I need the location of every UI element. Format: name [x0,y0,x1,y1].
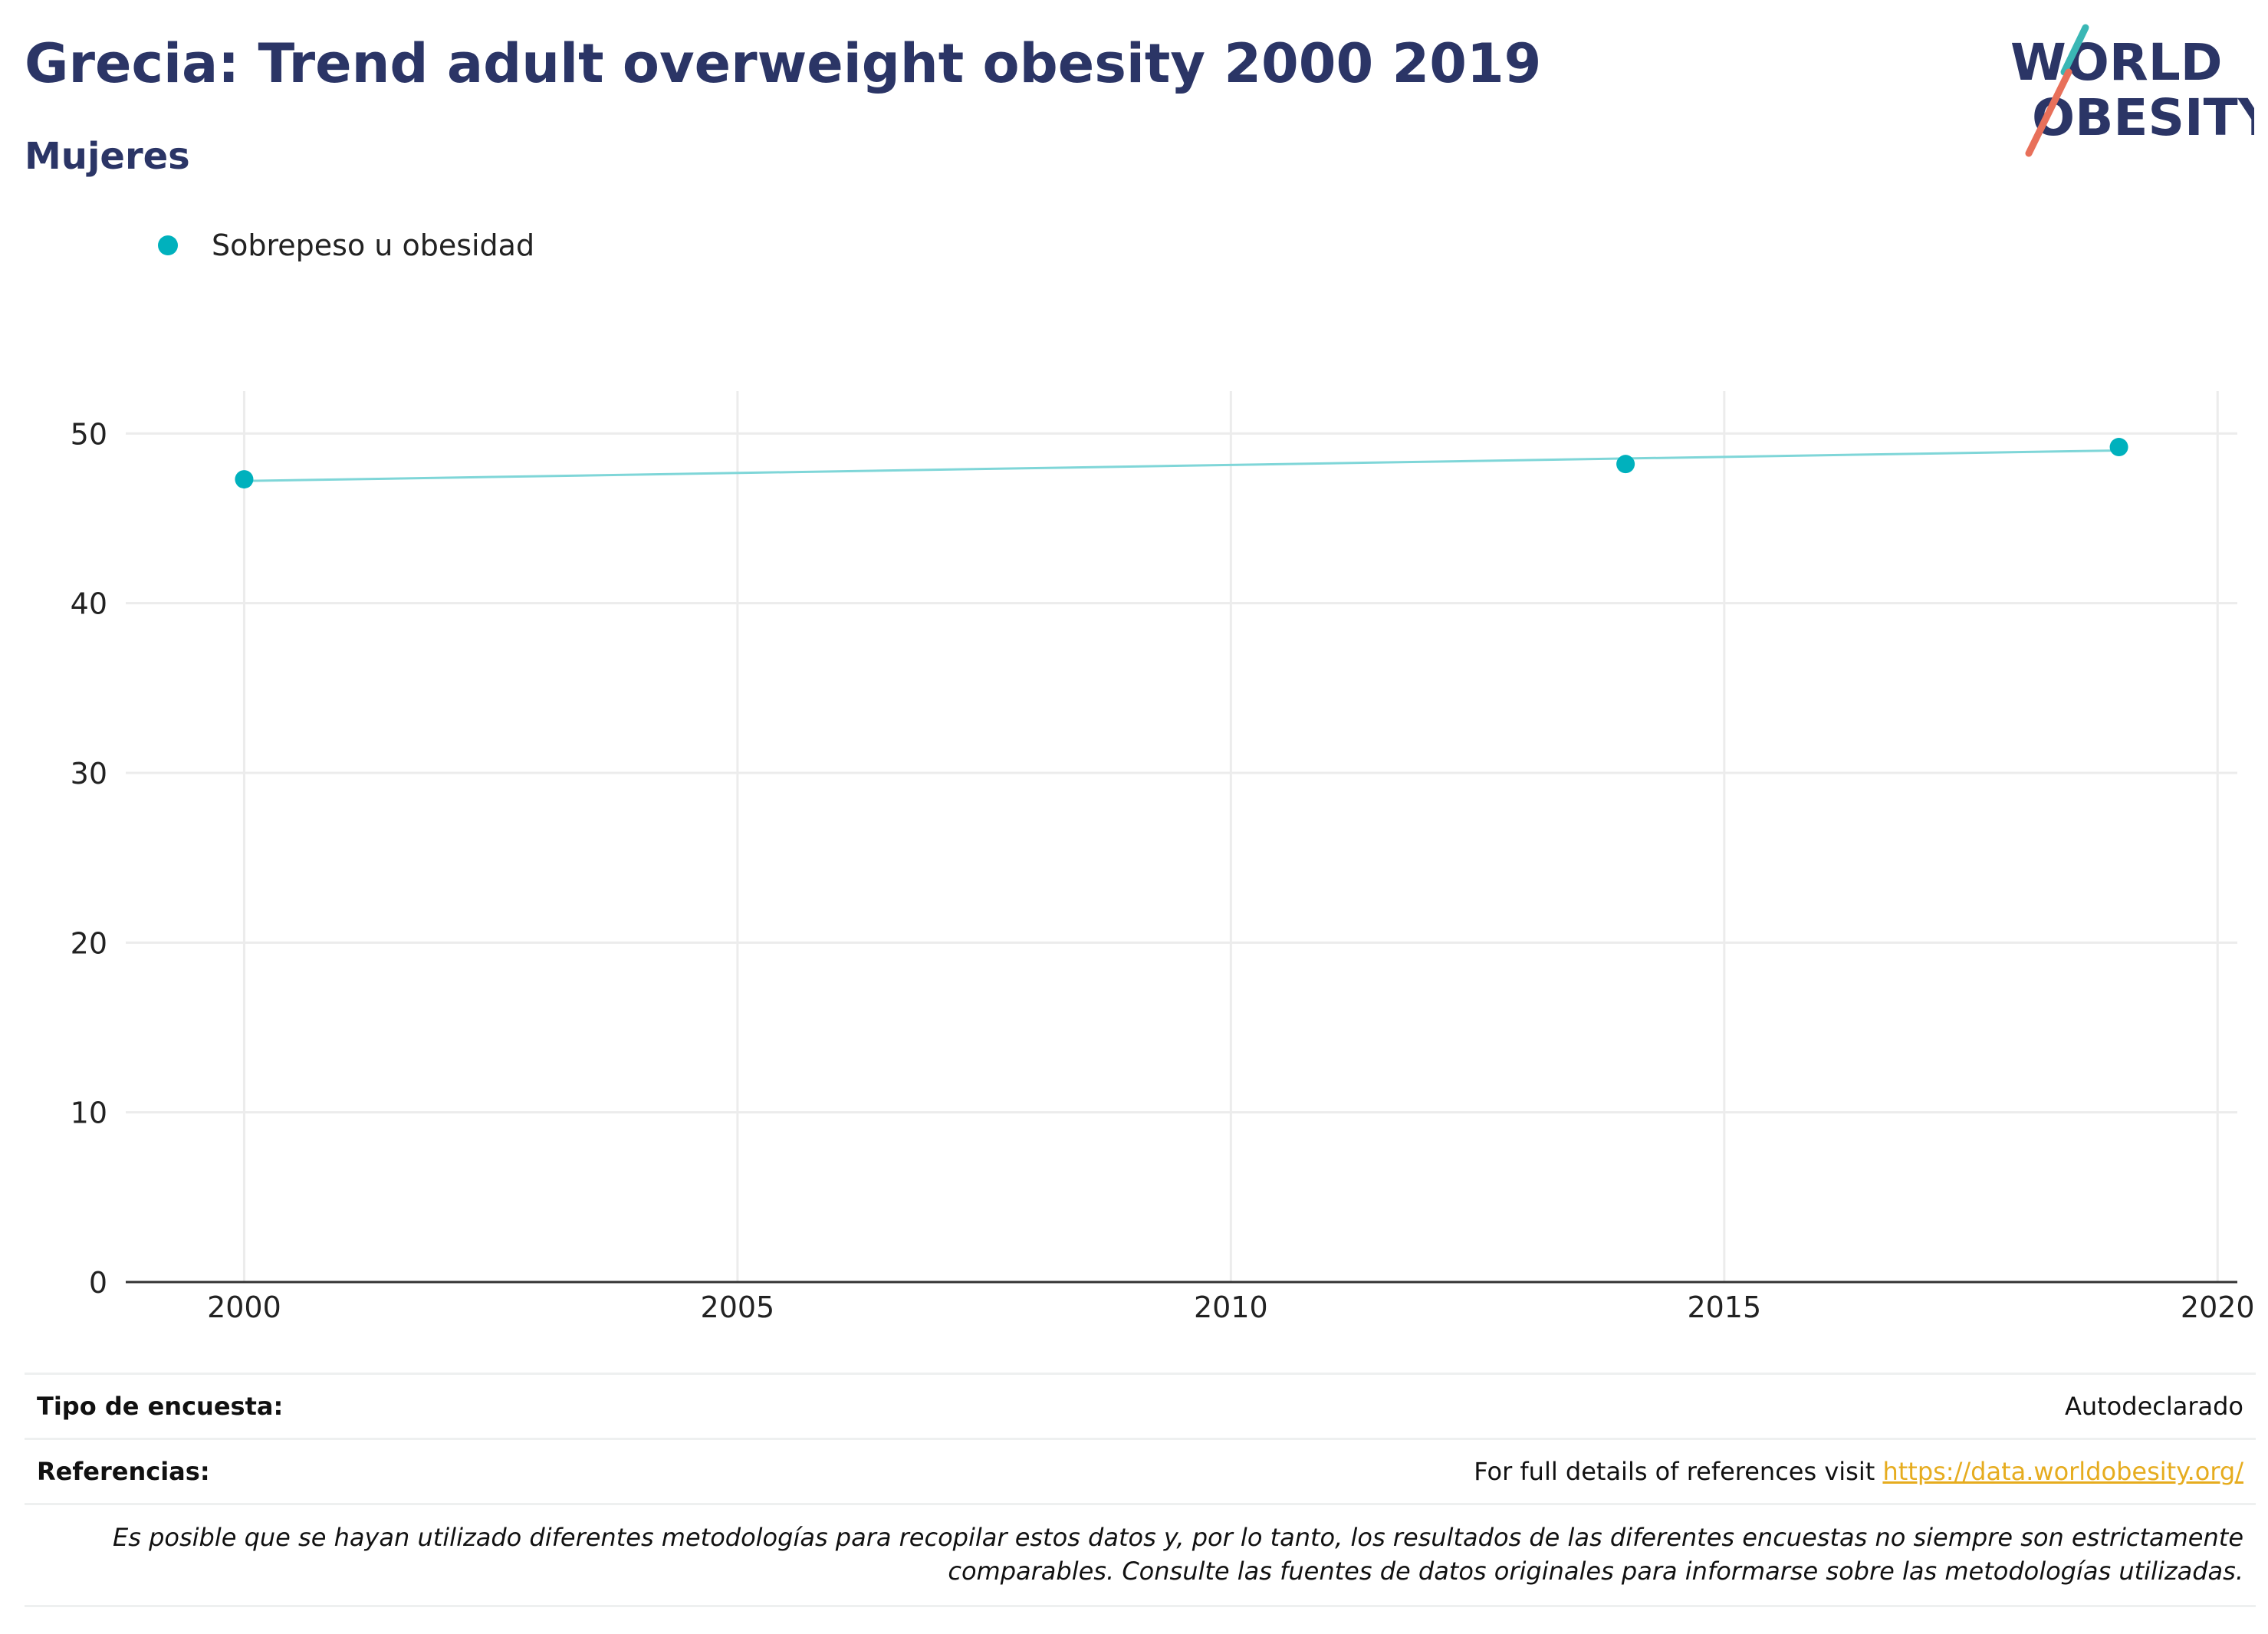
y-tick-label: 20 [71,926,107,960]
logo-slash-teal [2060,24,2089,76]
x-tick-label: 2000 [207,1290,281,1324]
data-marks [235,438,2128,489]
logo-slash-coral [2025,68,2072,157]
survey-type-label: Tipo de encuesta: [37,1392,284,1421]
x-tick-label: 2010 [1194,1290,1268,1324]
y-tick-label: 50 [71,417,107,451]
grid-lines [126,391,2237,1282]
legend-label: Sobrepeso u obesidad [212,228,535,262]
x-tick-label: 2005 [701,1290,775,1324]
chart-title: Grecia: Trend adult overweight obesity 2… [25,32,1542,95]
survey-type-value: Autodeclarado [2064,1392,2243,1421]
x-tick-label: 2020 [2181,1290,2255,1324]
legend: Sobrepeso u obesidad [158,228,534,262]
references-text: For full details of references visit [1474,1457,1883,1486]
legend-marker [158,235,178,255]
references-link[interactable]: https://data.worldobesity.org/ [1882,1457,2243,1486]
y-tick-label: 30 [71,757,107,791]
y-tick-label: 0 [89,1266,107,1300]
trend-line [244,449,2119,482]
references-text-wrap: For full details of references visit htt… [1474,1457,2243,1486]
references-row: Referencias: For full details of referen… [25,1438,2256,1503]
data-point [2109,438,2128,457]
chart-area: 0 10 20 30 40 50 2000 2005 2010 2015 2020 [71,391,2255,1324]
logo-word-obesity: OBESITY [2032,88,2254,147]
world-obesity-logo: WORLD OBESITY [2010,24,2254,157]
chart-subtitle: Mujeres [25,135,190,178]
y-tick-label: 10 [71,1096,107,1130]
axes: 0 10 20 30 40 50 2000 2005 2010 2015 2020 [71,417,2255,1324]
y-tick-label: 40 [71,587,107,621]
data-point [235,470,254,489]
methodology-note: Es posible que se hayan utilizado difere… [25,1503,2256,1607]
logo-word-world: WORLD [2010,33,2223,92]
x-tick-label: 2015 [1687,1290,1761,1324]
footer: Tipo de encuesta: Autodeclarado Referenc… [25,1373,2256,1607]
data-point [1616,455,1635,474]
survey-type-row: Tipo de encuesta: Autodeclarado [25,1373,2256,1438]
references-label: Referencias: [37,1457,210,1486]
